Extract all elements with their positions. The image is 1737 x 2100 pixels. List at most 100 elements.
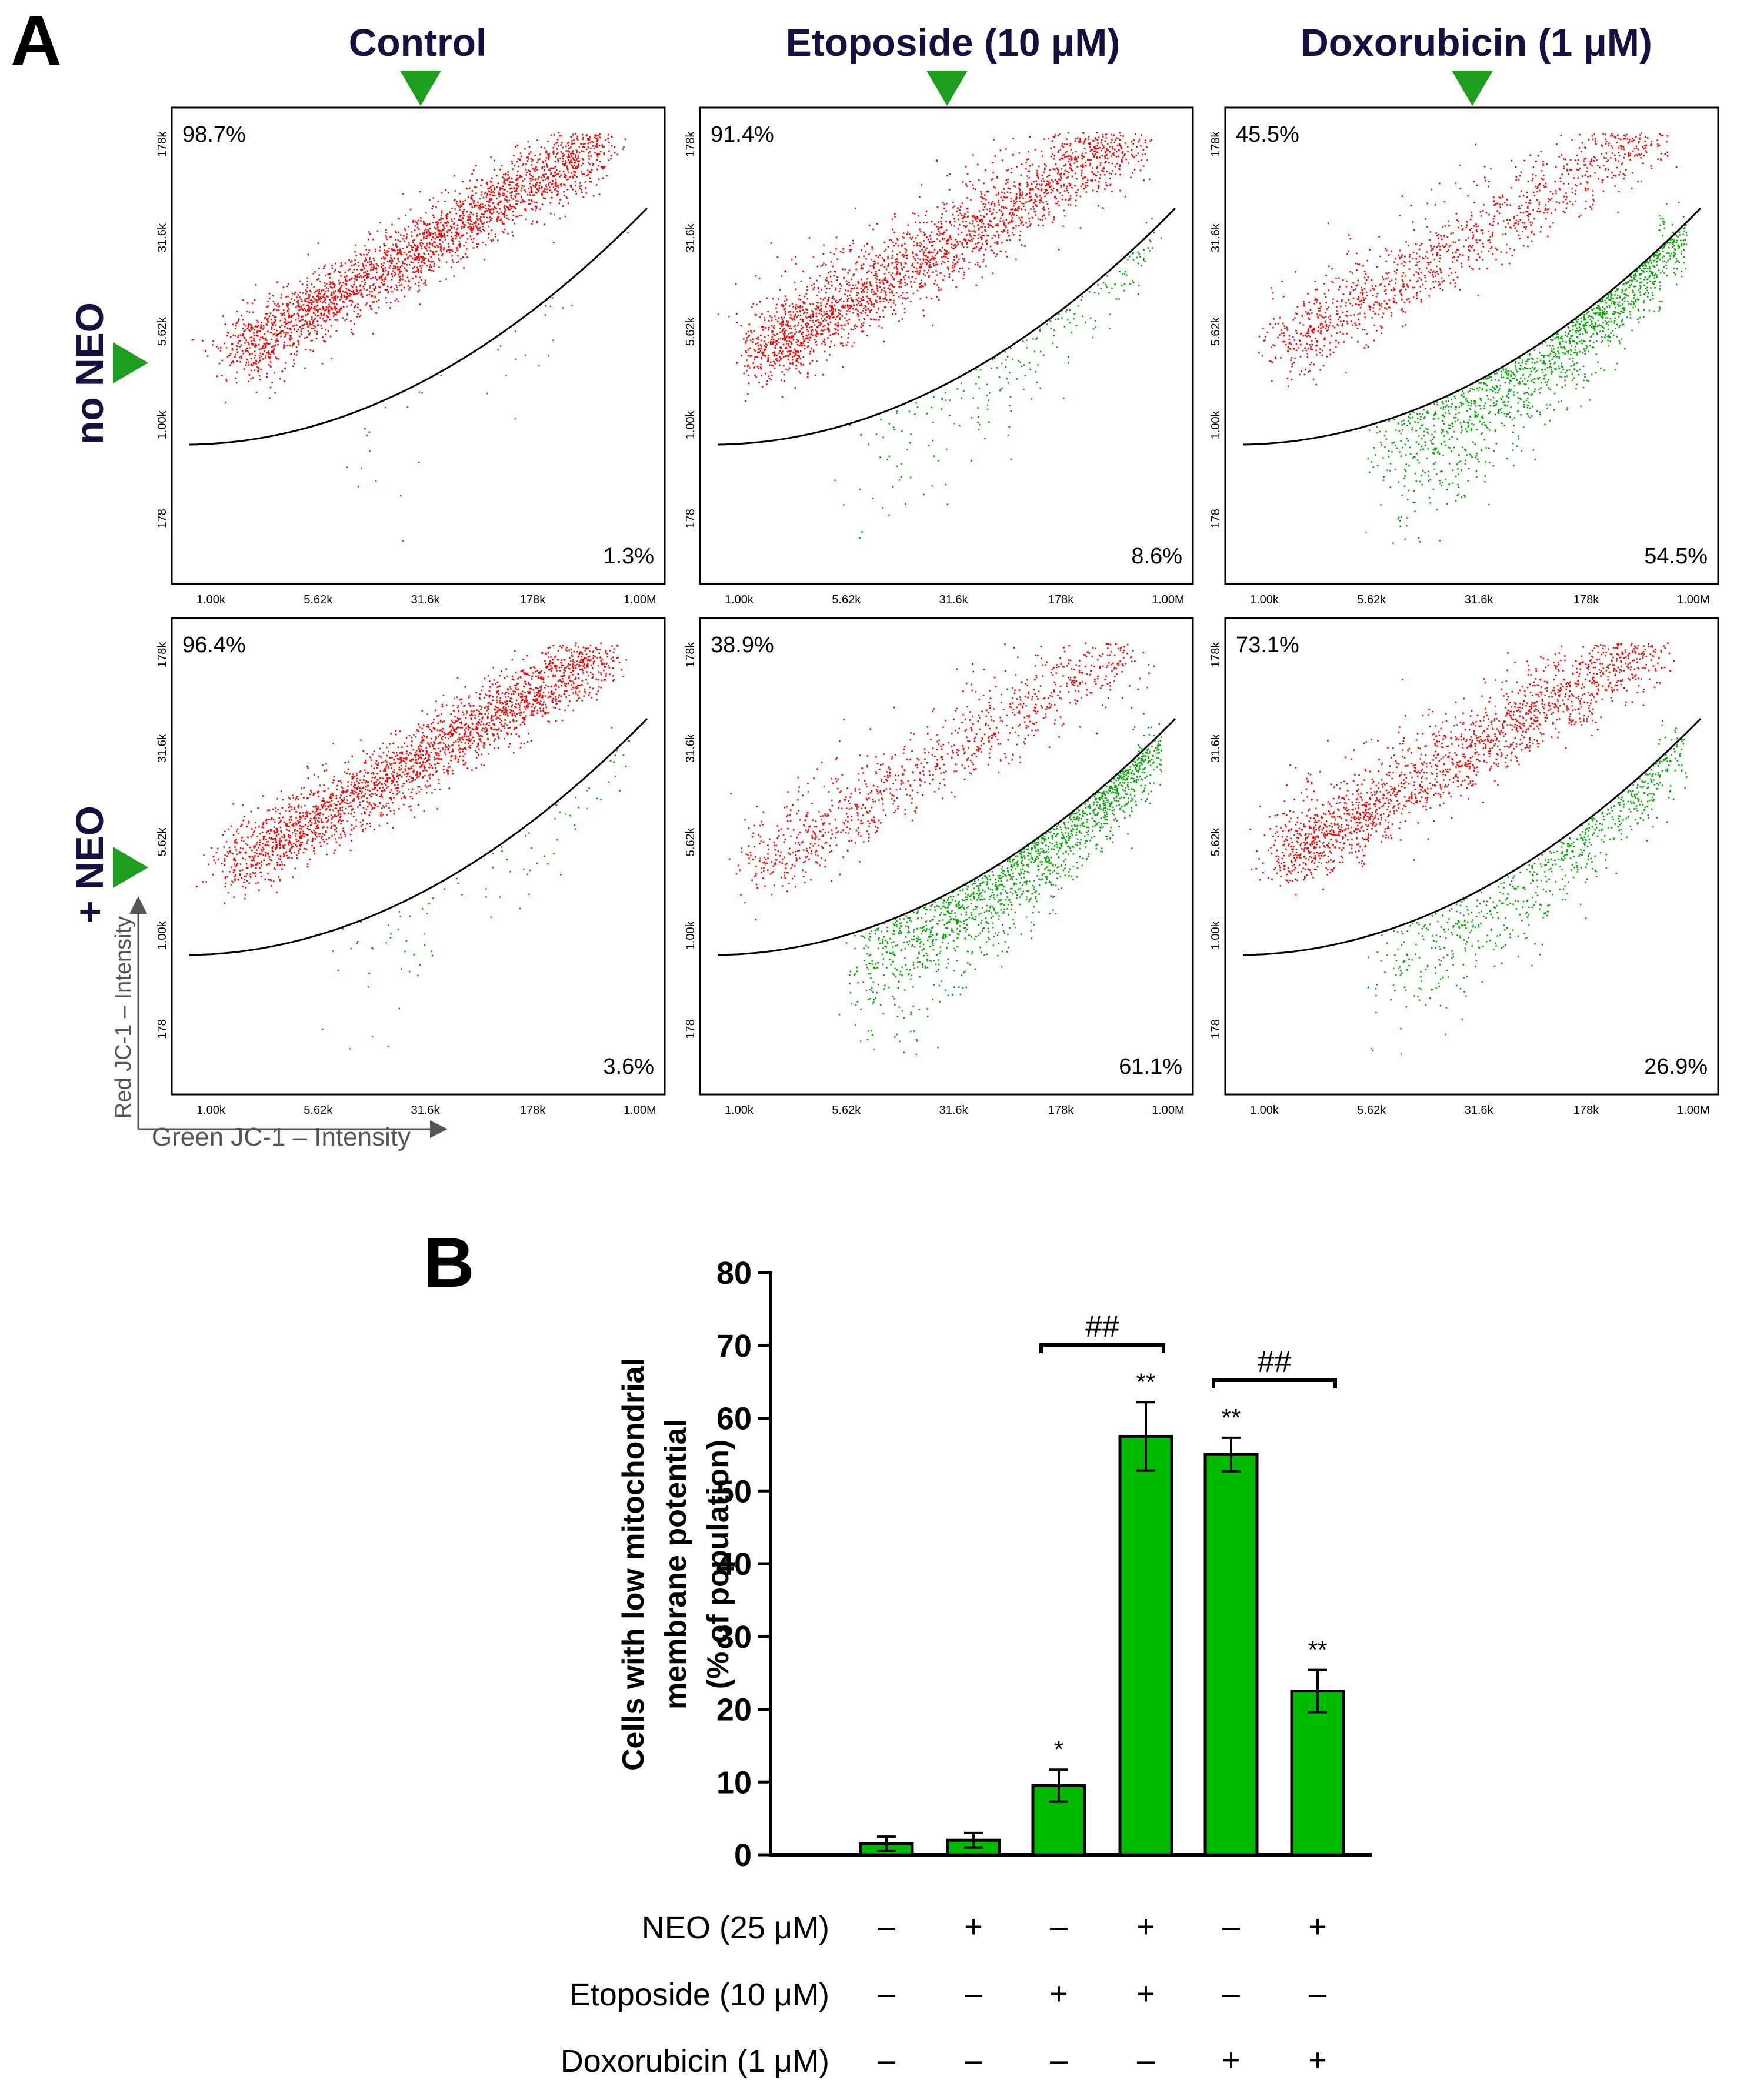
gate-line bbox=[189, 208, 648, 446]
scatter-frame bbox=[1224, 106, 1719, 585]
scatter-frame bbox=[699, 106, 1194, 585]
high-percent-label: 38.9% bbox=[711, 633, 774, 657]
panel-a-label: A bbox=[11, 1, 62, 80]
x-tick-label: 31.6k bbox=[939, 593, 969, 606]
treatment-row-label: Doxorubicin (1 μM) bbox=[561, 2044, 829, 2079]
bar-ylabel-line-3: (% of population) bbox=[701, 1440, 735, 1690]
y-tick-label: 1.00k bbox=[684, 410, 697, 439]
significance-label-6: ** bbox=[1308, 1636, 1328, 1664]
low-percent-label: 3.6% bbox=[603, 1054, 654, 1079]
x-tick-label: 5.62k bbox=[832, 593, 861, 606]
bar-y-tick-label: 10 bbox=[716, 1765, 752, 1800]
scatter-frame bbox=[699, 617, 1194, 1096]
treatment-mark: – bbox=[878, 1976, 895, 2011]
high-potential-points bbox=[1249, 642, 1675, 896]
y-tick-label: 5.62k bbox=[1209, 827, 1222, 856]
scatter-panel-1: 1.00k 5.62k 31.6k 178k 1.00M 178 1.00k 5.62k 31.… bbox=[156, 106, 666, 606]
high-potential-points bbox=[191, 132, 626, 403]
low-percent-label: 8.6% bbox=[1131, 544, 1182, 569]
y-tick-label: 178k bbox=[1209, 131, 1222, 157]
x-tick-label: 31.6k bbox=[1465, 593, 1494, 606]
bar-3 bbox=[1031, 1784, 1086, 1857]
x-tick-label: 5.62k bbox=[832, 1104, 861, 1117]
gate-line bbox=[717, 718, 1176, 956]
gate-line bbox=[1242, 208, 1702, 446]
x-tick-label: 178k bbox=[1573, 1104, 1599, 1117]
scatter-panels: 1.00k 5.62k 31.6k 178k 1.00M 178 1.00k 5.62k 31.… bbox=[156, 106, 1719, 1117]
x-tick-label: 178k bbox=[520, 1104, 546, 1117]
treatment-mark: + bbox=[1222, 2042, 1241, 2078]
high-percent-label: 91.4% bbox=[711, 122, 774, 147]
y-tick-label: 31.6k bbox=[684, 733, 697, 763]
x-tick-label: 1.00k bbox=[196, 1104, 226, 1117]
x-tick-label: 1.00k bbox=[1250, 593, 1279, 606]
bar-y-tick-label: 0 bbox=[734, 1838, 752, 1873]
scatter-frame bbox=[1224, 617, 1719, 1096]
x-tick-label: 1.00k bbox=[725, 1104, 754, 1117]
x-tick-label: 1.00M bbox=[624, 593, 656, 606]
y-tick-label: 178 bbox=[1209, 1019, 1222, 1039]
gate-line bbox=[717, 208, 1176, 446]
x-tick-label: 5.62k bbox=[1357, 1104, 1386, 1117]
x-tick-label: 5.62k bbox=[304, 593, 333, 606]
high-percent-label: 96.4% bbox=[182, 633, 246, 657]
row-arrow-no-neo-icon bbox=[113, 342, 148, 383]
treatment-mark: + bbox=[1136, 1909, 1155, 1944]
low-percent-label: 61.1% bbox=[1119, 1054, 1182, 1079]
panel-b: B Cells with low mitochondrial membrane … bbox=[424, 1223, 1372, 2079]
low-percent-label: 54.5% bbox=[1644, 544, 1708, 569]
comparison-label-2: ## bbox=[1258, 1345, 1292, 1379]
treatment-mark: + bbox=[1049, 1976, 1068, 2011]
y-tick-label: 5.62k bbox=[156, 827, 169, 856]
scatter-frame bbox=[171, 106, 666, 585]
col-title-control: Control bbox=[349, 21, 487, 64]
y-tick-label: 5.62k bbox=[156, 316, 169, 346]
y-tick-label: 178k bbox=[684, 642, 697, 667]
bar-ylabel-line-2: membrane potential bbox=[659, 1419, 693, 1710]
bar-y-tick-label: 60 bbox=[716, 1401, 752, 1437]
bar-y-tick-label: 80 bbox=[716, 1256, 752, 1291]
panel-b-label: B bbox=[424, 1223, 475, 1302]
treatment-mark: – bbox=[1137, 2042, 1155, 2078]
y-tick-label: 178 bbox=[684, 509, 697, 528]
y-tick-label: 178k bbox=[1209, 642, 1222, 667]
bar-6 bbox=[1290, 1690, 1345, 1857]
bar-4 bbox=[1118, 1434, 1173, 1857]
y-tick-label: 178 bbox=[1209, 509, 1222, 528]
treatment-mark: + bbox=[1308, 2042, 1327, 2078]
high-potential-points bbox=[196, 642, 627, 904]
x-tick-label: 1.00M bbox=[624, 1104, 656, 1117]
bar-y-tick-label: 40 bbox=[716, 1547, 752, 1582]
scatter-frame bbox=[171, 617, 666, 1096]
treatment-mark: – bbox=[1050, 1909, 1068, 1944]
high-potential-points bbox=[728, 642, 1155, 920]
y-tick-label: 5.62k bbox=[684, 827, 697, 856]
y-tick-label: 178 bbox=[156, 1019, 169, 1039]
comparison-label-1: ## bbox=[1085, 1310, 1119, 1344]
scatter-panel-5: 1.00k 5.62k 31.6k 178k 1.00M 178 1.00k 5.62k 31.… bbox=[684, 617, 1194, 1117]
treatment-mark: – bbox=[1222, 1976, 1240, 2011]
low-percent-label: 26.9% bbox=[1644, 1054, 1708, 1079]
x-tick-label: 1.00M bbox=[1152, 593, 1185, 606]
treatment-row-label: NEO (25 μM) bbox=[642, 1910, 829, 1945]
treatment-mark: – bbox=[1222, 1909, 1240, 1944]
axis-guide-xlabel: Green JC-1 – Intensity bbox=[152, 1123, 411, 1151]
scatter-panel-2: 1.00k 5.62k 31.6k 178k 1.00M 178 1.00k 5.62k 31.… bbox=[684, 106, 1194, 606]
col-arrow-doxorubicin-icon bbox=[1452, 71, 1493, 106]
treatment-mark: + bbox=[1136, 1976, 1155, 2011]
treatment-mark: – bbox=[965, 1976, 982, 2011]
y-tick-label: 178 bbox=[156, 509, 169, 528]
row-title-plus-neo: + NEO bbox=[68, 806, 111, 923]
y-tick-label: 178k bbox=[156, 642, 169, 667]
comparison-bracket-1 bbox=[1039, 1343, 1165, 1353]
col-arrow-control-icon bbox=[400, 71, 441, 106]
x-tick-label: 31.6k bbox=[1465, 1104, 1494, 1117]
y-tick-label: 31.6k bbox=[1209, 223, 1222, 252]
low-potential-points bbox=[838, 713, 1162, 1056]
col-title-doxorubicin: Doxorubicin (1 μM) bbox=[1301, 21, 1652, 64]
high-percent-label: 45.5% bbox=[1236, 122, 1299, 147]
y-tick-label: 1.00k bbox=[1209, 920, 1222, 950]
low-percent-label: 1.3% bbox=[603, 544, 654, 569]
x-tick-label: 5.62k bbox=[304, 1104, 333, 1117]
